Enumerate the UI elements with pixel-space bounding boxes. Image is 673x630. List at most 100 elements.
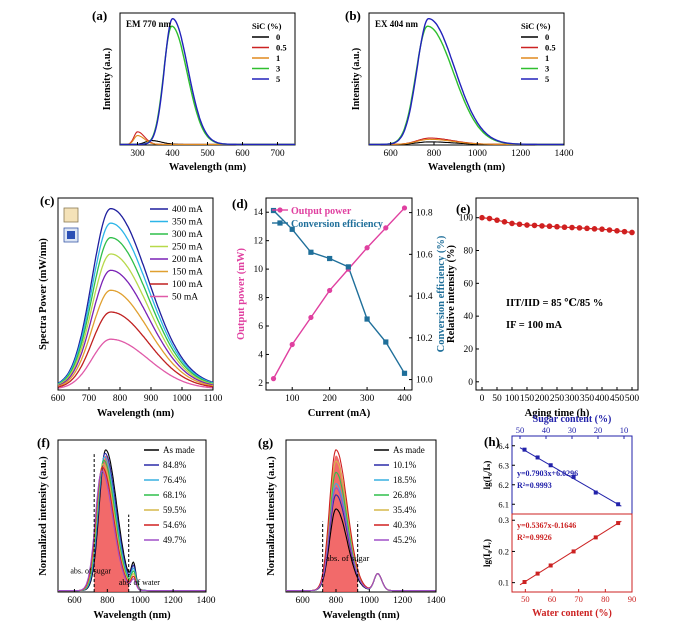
legend-label: 54.6% (163, 520, 187, 530)
y-tick-label: 8 (258, 294, 263, 304)
y-tick-label: 14 (254, 208, 264, 218)
legend-label: As made (393, 445, 425, 455)
legend-label: 40.3% (393, 520, 417, 530)
x-tick-label: 1000 (468, 149, 487, 159)
data-point-top (548, 463, 553, 468)
series-line-5 (57, 289, 214, 387)
x-axis-label: Wavelength (nm) (97, 408, 175, 419)
plot-frame (285, 439, 437, 593)
data-point (524, 222, 530, 228)
series-line-6 (57, 311, 214, 388)
series-line-3 (57, 253, 214, 386)
y-axis-label: Normalized intensity (a.u.) (38, 456, 49, 576)
x-tick-label: 1000 (131, 596, 150, 606)
data-point-output-power (308, 314, 314, 321)
data-point (591, 226, 598, 232)
plot-frame (57, 197, 214, 391)
x-tick-label: 600 (296, 596, 311, 606)
legend-label: 26.8% (393, 490, 417, 500)
y-tick-label: 0.1 (498, 578, 509, 588)
x-tick-label: 600 (384, 149, 399, 159)
data-point-conversion-efficiency (327, 255, 333, 262)
y-tick-label: 10.6 (416, 250, 433, 260)
series-line-1 (57, 222, 214, 385)
x-tick-label: 1400 (197, 596, 216, 606)
x-axis-label: Aging time (h) (525, 408, 590, 419)
y-tick-label: 10.4 (416, 292, 433, 302)
legend-label: 300 mA (172, 230, 203, 240)
legend-title: SiC (%) (521, 21, 551, 31)
data-point (621, 228, 628, 235)
data-point-output-power (270, 376, 277, 382)
chip-icon-core (67, 231, 75, 239)
y-axis-label: Spectra Power (mW/nm) (38, 238, 49, 350)
data-point-output-power (364, 245, 370, 251)
data-point-output-power (327, 287, 333, 294)
plot-frame-bottom (511, 513, 633, 593)
legend-label: 3 (545, 64, 549, 74)
legend-label: 18.5% (393, 475, 417, 485)
legend-label: 3 (276, 64, 280, 74)
x-tick-label: 300 (360, 394, 375, 404)
y-tick-label: 2 (258, 379, 263, 389)
x-tick-label: 700 (270, 149, 285, 159)
data-point (486, 215, 493, 222)
data-point-conversion-efficiency (364, 316, 370, 322)
y-axis-label: Normalized intensity (a.u.) (266, 456, 277, 576)
legend-label: 200 mA (172, 255, 203, 265)
data-point (629, 229, 635, 236)
data-point (606, 227, 613, 233)
x-tick-label: 150 (520, 394, 535, 404)
panel-label: (h) (484, 434, 500, 449)
y-tick-label: 40 (464, 312, 474, 322)
legend-title: SiC (%) (252, 21, 282, 31)
series-line-6 (286, 487, 436, 592)
annotation: IF = 100 mA (506, 320, 562, 331)
annotation: abs. of water (119, 578, 160, 587)
data-point (599, 226, 605, 232)
x-axis-label: Current (mA) (308, 408, 371, 419)
x-tick-label: 1100 (204, 394, 223, 404)
legend-label: 5 (276, 74, 280, 84)
y-axis-label: Intensity (a.u.) (351, 48, 362, 111)
x-tick-label: 600 (67, 596, 82, 606)
legend-label: 100 mA (172, 280, 203, 290)
x-axis-label: Wavelength (nm) (428, 162, 506, 173)
x-tick-label: 250 (550, 394, 565, 404)
y-tick-label: 4 (258, 350, 263, 360)
data-point-conversion-efficiency (345, 264, 351, 270)
x-tick-label: 900 (144, 394, 159, 404)
x-tick-label: 1200 (393, 596, 412, 606)
x-tick-label-bottom: 60 (548, 594, 557, 604)
data-point-conversion-efficiency (289, 226, 295, 232)
annotation: EM 770 nm (126, 19, 172, 29)
y-tick-label: 80 (464, 247, 474, 257)
data-point (614, 228, 620, 234)
legend-label: 1 (545, 53, 549, 63)
y-tick-label: 10 (254, 265, 264, 275)
data-point-top (571, 474, 576, 479)
annotation: EX 404 nm (375, 19, 419, 29)
data-point-bottom (522, 580, 527, 585)
y-tick-label: 0 (468, 378, 473, 388)
x-tick-label: 0 (480, 394, 485, 404)
y-axis-label-top: lg(I₀/Iₛ) (482, 461, 492, 490)
x-axis-label-bottom: Water content (%) (532, 608, 612, 619)
data-point (531, 222, 538, 229)
x-axis-label: Wavelength (nm) (322, 610, 400, 621)
panel-label: (g) (258, 435, 273, 450)
x-axis-label: Wavelength (nm) (169, 162, 247, 173)
legend-label: 250 mA (172, 243, 203, 253)
data-point-conversion-efficiency (383, 339, 389, 345)
data-point-top (593, 490, 598, 495)
series-line-6 (58, 470, 206, 592)
x-tick-label-bottom: 90 (628, 594, 637, 604)
series-line-2 (57, 237, 214, 385)
x-tick-label: 100 (285, 394, 300, 404)
x-tick-label: 1000 (173, 394, 192, 404)
data-point (509, 220, 515, 227)
data-point-bottom (593, 535, 598, 540)
x-axis-label-top: Sugar content (%) (533, 414, 612, 425)
legend-label: 400 mA (172, 205, 203, 215)
y-tick-label: 60 (464, 279, 474, 289)
